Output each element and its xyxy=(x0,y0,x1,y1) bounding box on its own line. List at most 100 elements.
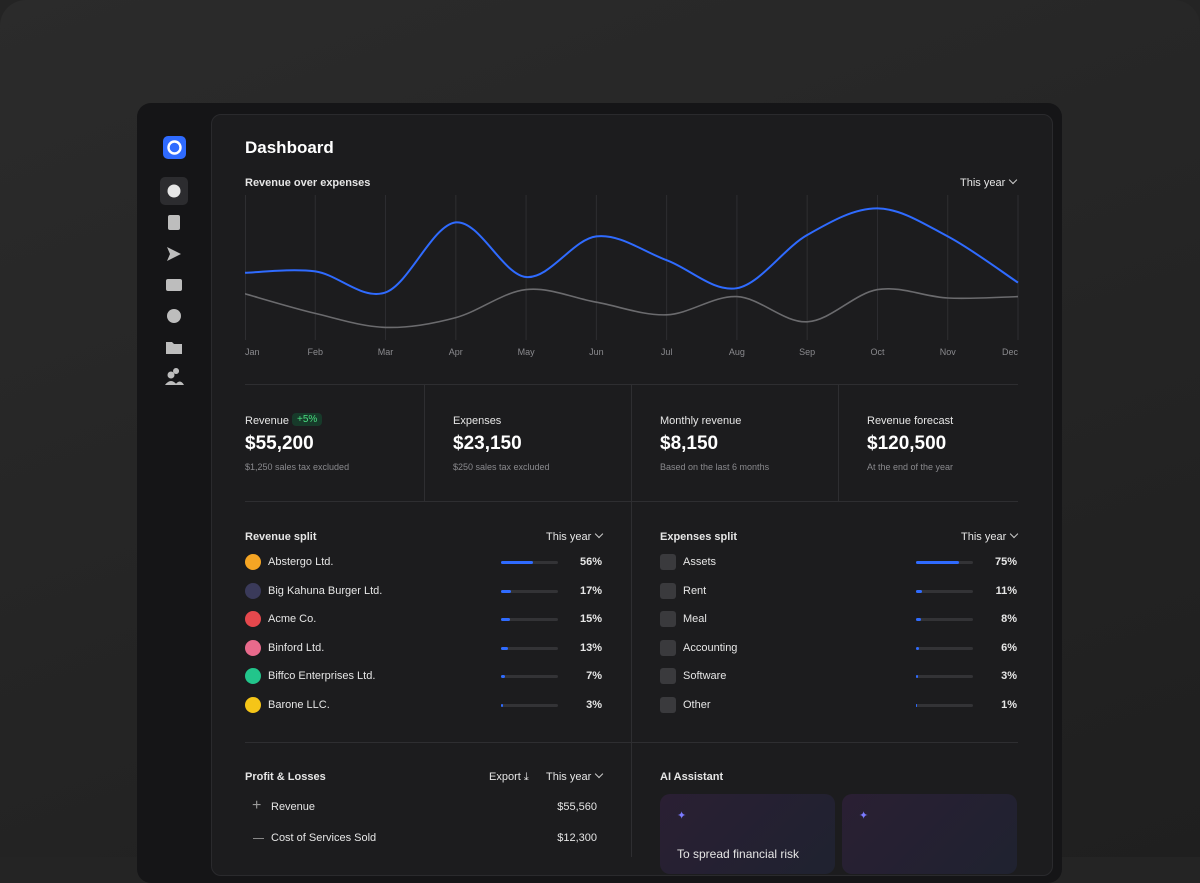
split-period[interactable]: This year xyxy=(961,529,1019,543)
bar xyxy=(501,561,533,564)
stat-label: Revenue forecast xyxy=(867,415,954,427)
export-button[interactable]: Export ⤓ xyxy=(489,771,529,783)
stat-note: Based on the last 6 months xyxy=(660,462,770,472)
split-percent: 6% xyxy=(1001,641,1017,654)
x-tick-label: May xyxy=(518,347,536,357)
split-percent: 1% xyxy=(1001,698,1017,711)
x-tick-label: Aug xyxy=(729,347,745,357)
x-tick-label: Sep xyxy=(799,347,815,357)
bar-track xyxy=(501,703,558,707)
split-name: Binford Ltd. xyxy=(268,641,325,654)
nav-dashboard xyxy=(167,184,181,198)
bar xyxy=(916,561,959,564)
page-title: Dashboard xyxy=(245,138,334,157)
pl-row-value: $12,300 xyxy=(557,832,597,844)
sparkle: ✦ xyxy=(859,810,869,822)
series-line xyxy=(245,288,1019,329)
split-percent: 7% xyxy=(586,670,602,682)
stat-label: Expenses xyxy=(453,415,502,427)
pl-row-label: Cost of Services Sold xyxy=(271,832,377,844)
split-percent: 3% xyxy=(1001,670,1017,682)
split-icon xyxy=(660,696,676,713)
stat-label: Monthly revenue xyxy=(660,415,742,427)
split-name: Meal xyxy=(683,613,707,625)
split-name: Other xyxy=(683,698,711,711)
nav-cards[interactable] xyxy=(166,279,182,291)
stat-label: Revenue xyxy=(245,415,290,427)
divider xyxy=(245,384,1018,385)
period-select[interactable]: This year xyxy=(960,175,1018,189)
divider xyxy=(424,385,425,501)
bar xyxy=(916,618,921,621)
sparkle: ✦ xyxy=(677,810,687,822)
split-icon xyxy=(660,554,676,570)
bar xyxy=(501,589,511,593)
bar xyxy=(501,618,510,621)
split-icon xyxy=(660,582,676,599)
collapse-icon[interactable] xyxy=(253,838,264,839)
stat-note: $1,250 sales tax excluded xyxy=(245,462,350,472)
pl-title: Profit & Losses xyxy=(245,771,326,783)
split-icon xyxy=(660,668,676,684)
period-label: This year xyxy=(546,531,592,543)
x-tick-label: Oct xyxy=(870,347,885,357)
nav-invoices[interactable] xyxy=(168,215,180,230)
x-tick-label: Dec xyxy=(1002,347,1019,357)
bar-track xyxy=(501,646,558,650)
split-percent: 75% xyxy=(994,556,1017,568)
split-percent: 17% xyxy=(579,584,602,597)
split-icon xyxy=(245,611,261,627)
bar-track xyxy=(501,618,558,621)
pl-row-value: $55,560 xyxy=(557,801,597,813)
nav-team[interactable] xyxy=(167,371,175,379)
bar-track xyxy=(501,561,558,564)
split-percent: 13% xyxy=(579,641,602,654)
bar-track xyxy=(916,589,973,593)
split-name: Barone LLC. xyxy=(268,698,330,711)
split-name: Assets xyxy=(683,556,717,568)
split-percent: 11% xyxy=(995,584,1017,597)
ai-card[interactable] xyxy=(842,794,1017,874)
divider xyxy=(838,385,839,501)
nav-send[interactable] xyxy=(167,247,181,261)
pl-period-label: This year xyxy=(546,771,592,783)
expand-icon[interactable]: + xyxy=(252,797,262,814)
ai-card[interactable] xyxy=(660,794,835,874)
logo-mark xyxy=(167,140,182,155)
split-name: Abstergo Ltd. xyxy=(268,556,334,568)
x-tick-label: Feb xyxy=(308,347,324,357)
pl-period[interactable]: This year xyxy=(546,769,604,783)
split-name: Acme Co. xyxy=(268,613,317,625)
nav-files[interactable] xyxy=(166,342,182,354)
split-name: Rent xyxy=(683,584,707,597)
split-percent: 56% xyxy=(579,556,602,568)
split-icon xyxy=(245,696,261,713)
logo[interactable] xyxy=(163,136,186,159)
stat-value: $120,500 xyxy=(867,433,947,454)
export-label: Export xyxy=(489,771,521,783)
stat-note: $250 sales tax excluded xyxy=(453,462,550,472)
bar-track xyxy=(501,589,558,593)
nav-tasks[interactable] xyxy=(167,309,181,323)
chart-title: Revenue over expenses xyxy=(245,177,371,189)
main-panel xyxy=(211,114,1053,876)
bar xyxy=(916,589,923,593)
split-name: Biffco Enterprises Ltd. xyxy=(268,670,376,682)
ai-card-text: To spread financial risk xyxy=(677,847,800,861)
stat-value: $8,150 xyxy=(660,433,719,454)
split-period[interactable]: This year xyxy=(546,529,604,543)
x-tick-label: Nov xyxy=(940,347,957,357)
stat-badge: +5% xyxy=(292,413,323,426)
split-percent: 8% xyxy=(1001,613,1017,625)
x-tick-label: Jan xyxy=(245,347,260,357)
bar-track xyxy=(501,675,558,678)
bar xyxy=(916,703,917,707)
period-label: This year xyxy=(960,177,1006,189)
split-title: Revenue split xyxy=(245,531,317,543)
split-percent: 15% xyxy=(579,613,602,625)
x-tick-label: Jul xyxy=(661,347,673,357)
bar xyxy=(501,703,503,707)
split-icon xyxy=(245,554,261,570)
split-icon xyxy=(660,639,676,656)
